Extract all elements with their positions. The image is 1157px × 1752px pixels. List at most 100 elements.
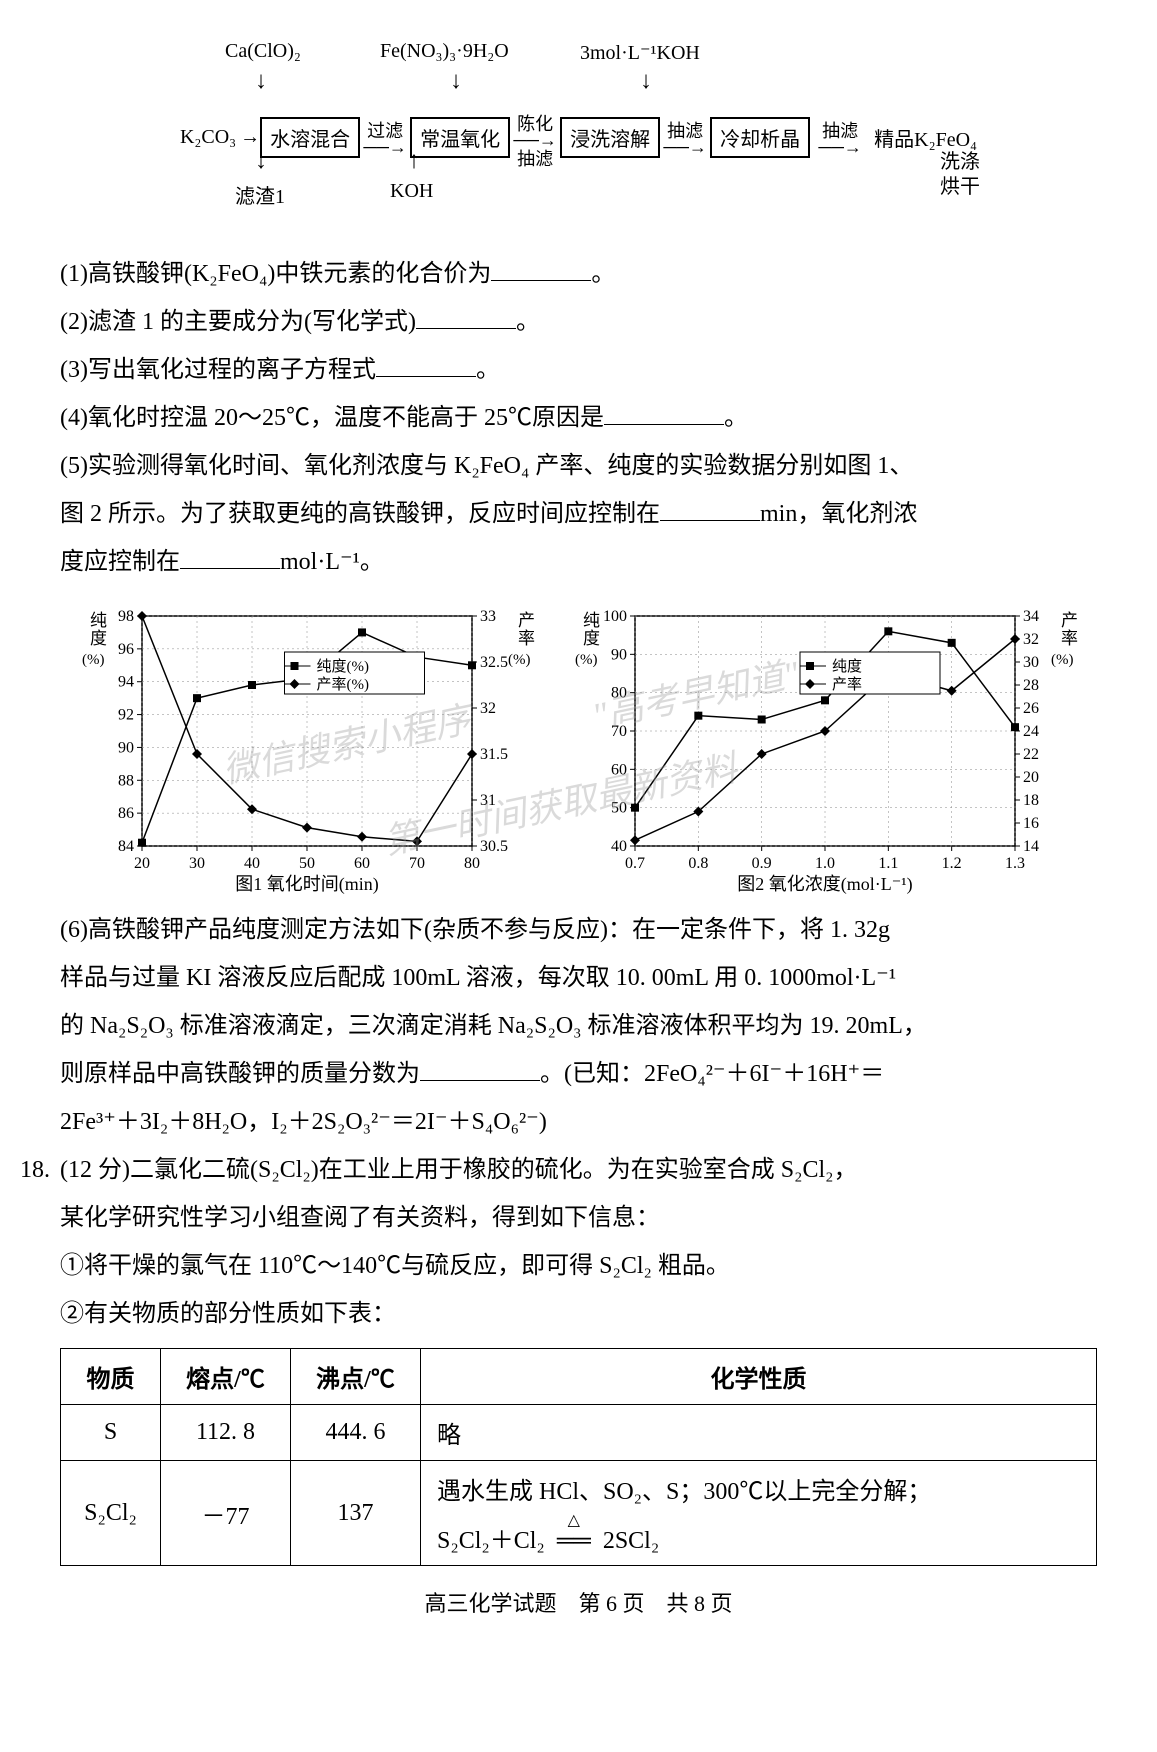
svg-text:14: 14 <box>1023 838 1039 855</box>
table-header-row: 物质 熔点/℃ 沸点/℃ 化学性质 <box>61 1349 1097 1405</box>
question-block: (1)高铁酸钾(K₂FeO₄)中铁元素的化合价为。 (2)滤渣 1 的主要成分为… <box>60 250 1097 586</box>
blank-field[interactable] <box>491 256 591 281</box>
q18-number: 18. <box>20 1146 60 1194</box>
svg-text:31.5: 31.5 <box>480 746 508 763</box>
svg-text:32: 32 <box>480 700 496 717</box>
reaction-arrow: △ ══ <box>557 1528 591 1555</box>
svg-text:100: 100 <box>603 608 627 625</box>
q18-line3: ①将干燥的氯气在 110℃～140℃与硫反应，即可得 S₂Cl₂ 粗品。 <box>60 1253 730 1279</box>
svg-text:90: 90 <box>611 646 627 663</box>
svg-text:30: 30 <box>189 855 205 872</box>
blank-field[interactable] <box>420 1056 540 1081</box>
table-header: 化学性质 <box>421 1349 1097 1405</box>
q6c-text: 的 Na₂S₂O₃ 标准溶液滴定，三次滴定消耗 Na₂S₂O₃ 标准溶液体积平均… <box>60 1013 927 1039</box>
eq-right: 2SCl₂ <box>603 1528 659 1554</box>
up-arrow-icon: ↓ <box>408 148 420 175</box>
chart-2: 0.70.80.91.01.11.21.34050607080901001416… <box>565 596 1085 896</box>
svg-text:0.8: 0.8 <box>689 855 709 872</box>
svg-text:80: 80 <box>464 855 480 872</box>
eq-left: S₂Cl₂＋Cl₂ <box>437 1528 545 1554</box>
table-cell: 444. 6 <box>291 1405 421 1461</box>
svg-text:30.5: 30.5 <box>480 838 508 855</box>
svg-text:1.1: 1.1 <box>879 855 899 872</box>
blank-field[interactable] <box>180 544 280 569</box>
svg-text:16: 16 <box>1023 815 1039 832</box>
process-flowchart: Ca(ClO)₂ ↓ Fe(NO₃)₃·9H₂O ↓ 3mol·L⁻¹KOH ↓… <box>60 40 1097 220</box>
chart-1: 20304050607080848688909294969830.53131.5… <box>72 596 542 896</box>
table-cell: －77 <box>161 1461 291 1566</box>
table-cell: 112. 8 <box>161 1405 291 1461</box>
svg-text:度: 度 <box>90 629 107 648</box>
svg-text:图2 氧化浓度(mol·L⁻¹): 图2 氧化浓度(mol·L⁻¹) <box>738 874 913 895</box>
question-18: 18.(12 分)二氯化二硫(S₂Cl₂)在工业上用于橡胶的硫化。为在实验室合成… <box>20 1146 1097 1338</box>
blank-field[interactable] <box>376 352 476 377</box>
svg-text:纯度(%): 纯度(%) <box>316 658 369 675</box>
table-cell: S₂Cl₂ <box>61 1461 161 1566</box>
q5b-text: 图 2 所示。为了获取更纯的高铁酸钾，反应时间应控制在 <box>60 501 660 527</box>
svg-text:1.3: 1.3 <box>1005 855 1025 872</box>
svg-text:20: 20 <box>1023 769 1039 786</box>
svg-text:率: 率 <box>518 629 535 648</box>
blank-field[interactable] <box>416 304 516 329</box>
flow-box-2: 常温氧化 <box>410 117 510 158</box>
svg-text:率: 率 <box>1061 629 1078 648</box>
svg-text:图1 氧化时间(min): 图1 氧化时间(min) <box>235 874 379 895</box>
svg-text:40: 40 <box>611 838 627 855</box>
svg-text:纯: 纯 <box>583 611 600 630</box>
q18-line2: 某化学研究性学习小组查阅了有关资料，得到如下信息： <box>60 1205 660 1231</box>
page-footer: 高三化学试题 第 6 页 共 8 页 <box>60 1586 1097 1618</box>
down-arrow-icon: ↓ <box>640 68 652 95</box>
svg-text:84: 84 <box>118 838 134 855</box>
flow-bottom-label: 滤渣1 <box>235 180 285 209</box>
table-cell: 137 <box>291 1461 421 1566</box>
svg-text:(%): (%) <box>82 652 105 668</box>
svg-text:纯度: 纯度 <box>832 658 862 675</box>
q6d-text: 则原样品中高铁酸钾的质量分数为 <box>60 1061 420 1087</box>
q6b-text: 样品与过量 KI 溶液反应后配成 100mL 溶液，每次取 10. 00mL 用… <box>60 965 896 991</box>
table-header: 物质 <box>61 1349 161 1405</box>
svg-text:22: 22 <box>1023 746 1039 763</box>
table-header: 熔点/℃ <box>161 1349 291 1405</box>
flow-box-4: 冷却析晶 <box>710 117 810 158</box>
svg-text:产率(%): 产率(%) <box>316 676 369 693</box>
q3-text: (3)写出氧化过程的离子方程式 <box>60 357 376 383</box>
charts-row: 20304050607080848688909294969830.53131.5… <box>60 596 1097 896</box>
svg-text:28: 28 <box>1023 677 1039 694</box>
q1-text: (1)高铁酸钾(K₂FeO₄)中铁元素的化合价为 <box>60 261 491 287</box>
down-arrow-icon: ↓ <box>255 148 267 175</box>
svg-text:1.2: 1.2 <box>942 855 962 872</box>
q6a-text: (6)高铁酸钾产品纯度测定方法如下(杂质不参与反应)：在一定条件下，将 1. 3… <box>60 917 890 943</box>
svg-text:92: 92 <box>118 707 134 724</box>
flow-box-1: 水溶混合 <box>260 117 360 158</box>
blank-field[interactable] <box>604 400 724 425</box>
q2-text: (2)滤渣 1 的主要成分为(写化学式) <box>60 309 416 335</box>
svg-text:32.5: 32.5 <box>480 654 508 671</box>
svg-text:70: 70 <box>611 723 627 740</box>
svg-text:26: 26 <box>1023 700 1039 717</box>
blank-field[interactable] <box>660 496 760 521</box>
flow-label-koh3: 3mol·L⁻¹KOH <box>580 40 700 65</box>
svg-text:产: 产 <box>518 611 535 630</box>
table-cell: 遇水生成 HCl、SO₂、S；300℃以上完全分解； S₂Cl₂＋Cl₂ △ ═… <box>421 1461 1097 1566</box>
q5c-text: 度应控制在 <box>60 549 180 575</box>
svg-text:90: 90 <box>118 739 134 756</box>
svg-text:0.9: 0.9 <box>752 855 772 872</box>
svg-text:60: 60 <box>611 761 627 778</box>
svg-text:96: 96 <box>118 641 134 658</box>
down-arrow-icon: ↓ <box>255 68 267 95</box>
q5a-text: (5)实验测得氧化时间、氧化剂浓度与 K₂FeO₄ 产率、纯度的实验数据分别如图… <box>60 453 913 479</box>
svg-text:34: 34 <box>1023 608 1039 625</box>
table-header: 沸点/℃ <box>291 1349 421 1405</box>
svg-text:98: 98 <box>118 608 134 625</box>
table-row: S₂Cl₂ －77 137 遇水生成 HCl、SO₂、S；300℃以上完全分解；… <box>61 1461 1097 1566</box>
svg-text:度: 度 <box>583 629 600 648</box>
svg-text:0.7: 0.7 <box>625 855 645 872</box>
svg-text:18: 18 <box>1023 792 1039 809</box>
question-block-6: (6)高铁酸钾产品纯度测定方法如下(杂质不参与反应)：在一定条件下，将 1. 3… <box>60 906 1097 1146</box>
svg-text:31: 31 <box>480 792 496 809</box>
flow-label-caclo: Ca(ClO)₂ <box>225 40 301 63</box>
svg-text:24: 24 <box>1023 723 1039 740</box>
svg-text:33: 33 <box>480 608 496 625</box>
svg-text:94: 94 <box>118 674 134 691</box>
svg-text:50: 50 <box>611 800 627 817</box>
